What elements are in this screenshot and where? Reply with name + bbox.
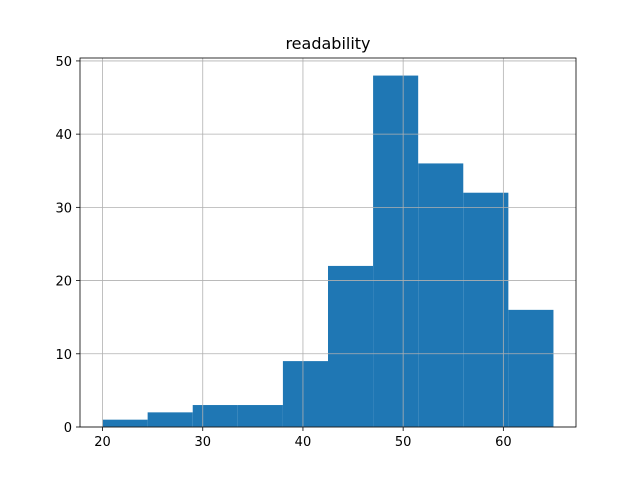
bar [237, 405, 283, 427]
bar [282, 361, 328, 427]
x-tick-label: 50 [395, 435, 412, 450]
bar [328, 265, 374, 427]
plot-frame [79, 57, 577, 428]
y-tick-label: 40 [55, 128, 72, 143]
bar [147, 412, 193, 427]
bar [508, 309, 554, 427]
x-tick-label: 30 [194, 435, 211, 450]
bar [373, 75, 419, 428]
bar [418, 163, 464, 427]
x-tick-label: 60 [495, 435, 512, 450]
y-tick-label: 50 [55, 55, 72, 70]
bar [192, 405, 238, 427]
chart-title: readability [285, 34, 370, 53]
bar [102, 419, 148, 427]
bar [463, 192, 509, 427]
y-tick-label: 20 [55, 275, 72, 290]
x-tick-label: 40 [295, 435, 312, 450]
y-tick-label: 30 [55, 201, 72, 216]
x-tick-label: 20 [94, 435, 111, 450]
y-tick-label: 10 [55, 348, 72, 363]
y-tick-label: 0 [64, 421, 72, 436]
